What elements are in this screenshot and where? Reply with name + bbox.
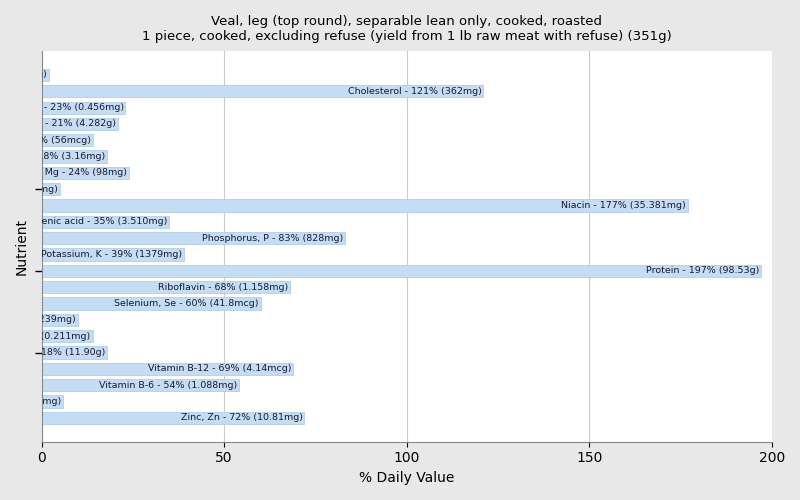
Bar — [42, 150, 107, 162]
Bar — [42, 85, 483, 98]
Text: Manganese, Mn - 5% (0.109mg): Manganese, Mn - 5% (0.109mg) — [0, 185, 58, 194]
Bar — [42, 183, 60, 196]
Text: Phosphorus, P - 83% (828mg): Phosphorus, P - 83% (828mg) — [202, 234, 342, 243]
Text: Iron, Fe - 18% (3.16mg): Iron, Fe - 18% (3.16mg) — [0, 152, 106, 161]
X-axis label: % Daily Value: % Daily Value — [359, 471, 454, 485]
Bar — [42, 248, 184, 260]
Text: Magnesium, Mg - 24% (98mg): Magnesium, Mg - 24% (98mg) — [0, 168, 127, 177]
Bar — [42, 362, 294, 375]
Bar — [42, 69, 49, 81]
Text: Selenium, Se - 60% (41.8mcg): Selenium, Se - 60% (41.8mcg) — [114, 299, 258, 308]
Text: Cholesterol - 121% (362mg): Cholesterol - 121% (362mg) — [348, 87, 482, 96]
Text: Vitamin E (alpha-tocopherol) - 6% (1.93mg): Vitamin E (alpha-tocopherol) - 6% (1.93m… — [0, 397, 62, 406]
Bar — [42, 379, 238, 392]
Y-axis label: Nutrient: Nutrient — [15, 218, 29, 275]
Bar — [42, 265, 761, 277]
Text: Vitamin B-6 - 54% (1.088mg): Vitamin B-6 - 54% (1.088mg) — [98, 380, 237, 390]
Text: Protein - 197% (98.53g): Protein - 197% (98.53g) — [646, 266, 759, 276]
Text: Thiamin - 14% (0.211mg): Thiamin - 14% (0.211mg) — [0, 332, 91, 340]
Text: Potassium, K - 39% (1379mg): Potassium, K - 39% (1379mg) — [41, 250, 182, 259]
Bar — [42, 330, 93, 342]
Text: Calcium, Ca - 2% (21mg): Calcium, Ca - 2% (21mg) — [0, 70, 47, 80]
Bar — [42, 102, 126, 114]
Bar — [42, 134, 93, 146]
Title: Veal, leg (top round), separable lean only, cooked, roasted
1 piece, cooked, exc: Veal, leg (top round), separable lean on… — [142, 15, 671, 43]
Bar — [42, 167, 129, 179]
Bar — [42, 281, 290, 293]
Text: Folate, total - 14% (56mcg): Folate, total - 14% (56mcg) — [0, 136, 91, 145]
Text: Fatty acids, total saturated - 21% (4.282g): Fatty acids, total saturated - 21% (4.28… — [0, 120, 116, 128]
Text: Sodium, Na - 10% (239mg): Sodium, Na - 10% (239mg) — [0, 316, 76, 324]
Bar — [42, 346, 107, 358]
Text: Pantothenic acid - 35% (3.510mg): Pantothenic acid - 35% (3.510mg) — [5, 218, 167, 226]
Bar — [42, 232, 345, 244]
Text: Niacin - 177% (35.381mg): Niacin - 177% (35.381mg) — [562, 201, 686, 210]
Text: Riboflavin - 68% (1.158mg): Riboflavin - 68% (1.158mg) — [158, 282, 288, 292]
Bar — [42, 412, 305, 424]
Text: Copper, Cu - 23% (0.456mg): Copper, Cu - 23% (0.456mg) — [0, 103, 124, 112]
Text: Total lipid (fat) - 18% (11.90g): Total lipid (fat) - 18% (11.90g) — [0, 348, 106, 357]
Bar — [42, 118, 118, 130]
Text: Zinc, Zn - 72% (10.81mg): Zinc, Zn - 72% (10.81mg) — [181, 414, 302, 422]
Bar — [42, 396, 63, 407]
Bar — [42, 200, 688, 211]
Bar — [42, 298, 261, 310]
Text: Vitamin B-12 - 69% (4.14mcg): Vitamin B-12 - 69% (4.14mcg) — [148, 364, 292, 374]
Bar — [42, 216, 170, 228]
Bar — [42, 314, 78, 326]
